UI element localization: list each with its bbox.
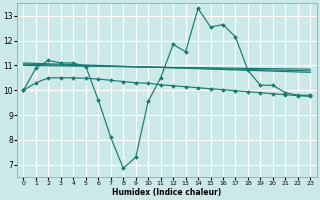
X-axis label: Humidex (Indice chaleur): Humidex (Indice chaleur): [112, 188, 221, 197]
